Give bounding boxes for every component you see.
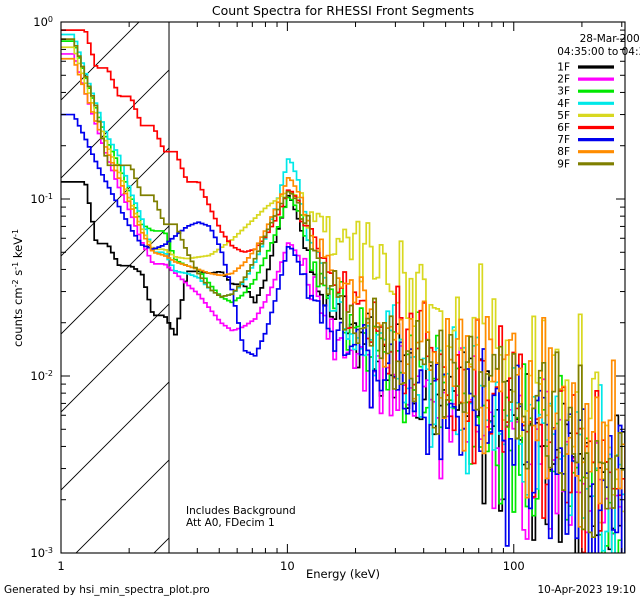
legend-item-5f[interactable]: 5F: [557, 110, 614, 122]
observation-time-range: 04:35:00 to 04:36:00: [557, 46, 640, 58]
spectrum-curve-6f: [61, 29, 625, 553]
legend-item-6f[interactable]: 6F: [557, 122, 614, 134]
y-tick-label: 100: [33, 15, 53, 30]
legend-label: 6F: [557, 122, 570, 134]
legend-item-3f[interactable]: 3F: [557, 86, 614, 98]
y-axis-label-sup2: -1: [11, 262, 20, 270]
legend-label: 5F: [557, 110, 570, 122]
y-tick-labels: 100 10-1 10-2 10-3: [30, 15, 53, 561]
legend-item-7f[interactable]: 7F: [557, 134, 614, 146]
spectrum-curve-5f: [61, 46, 625, 524]
y-axis-label-base: counts cm: [11, 287, 25, 347]
observation-date: 28-Mar-2007: [580, 33, 640, 45]
x-tick-label: 100: [503, 559, 525, 573]
y-axis-label-mid1: s: [11, 270, 25, 280]
legend-item-4f[interactable]: 4F: [557, 98, 614, 110]
plot-frame: [60, 21, 626, 554]
y-axis-label-sup3: -1: [11, 229, 20, 237]
spectra-curves: [61, 29, 625, 553]
y-tick-label: 10-1: [30, 192, 53, 207]
y-axis-label-mid2: keV: [11, 237, 25, 262]
svg-text:counts cm-2 s-1 keV-1: counts cm-2 s-1 keV-1: [11, 229, 26, 347]
x-tick-labels: 1 10 100: [57, 559, 524, 573]
spectrum-curve-9f: [61, 38, 625, 539]
legend-label: 8F: [557, 146, 570, 158]
x-axis-label: Energy (keV): [306, 567, 380, 581]
y-axis-label: counts cm-2 s-1 keV-1: [11, 229, 26, 347]
y-tick-label: 10-2: [30, 369, 53, 384]
page-title: Count Spectra for RHESSI Front Segments: [212, 3, 474, 18]
annotation-line-2: Att A0, FDecim 1: [186, 517, 275, 529]
legend-label: 9F: [557, 158, 570, 170]
legend-item-2f[interactable]: 2F: [557, 74, 614, 86]
x-tick-label: 10: [280, 559, 295, 573]
spectrum-curve-7f: [61, 113, 625, 553]
excluded-band-hatch: [61, 22, 170, 553]
annotation-line-1: Includes Background: [186, 505, 296, 517]
legend-label: 2F: [557, 74, 570, 86]
footer-timestamp: 10-Apr-2023 19:10: [537, 584, 636, 596]
legend-label: 7F: [557, 134, 570, 146]
y-axis-label-sup1: -2: [11, 279, 20, 287]
footer-generator: Generated by hsi_min_spectra_plot.pro: [4, 584, 210, 596]
axis-ticks: [60, 21, 625, 554]
x-tick-label: 1: [57, 559, 64, 573]
spectrum-curve-3f: [61, 40, 623, 553]
legend-label: 4F: [557, 98, 570, 110]
legend-item-9f[interactable]: 9F: [557, 158, 614, 170]
legend-item-8f[interactable]: 8F: [557, 146, 614, 158]
legend-item-1f[interactable]: 1F: [557, 62, 614, 74]
legend-label: 1F: [557, 62, 570, 74]
legend-label: 3F: [557, 86, 570, 98]
y-tick-label: 10-3: [30, 546, 53, 561]
